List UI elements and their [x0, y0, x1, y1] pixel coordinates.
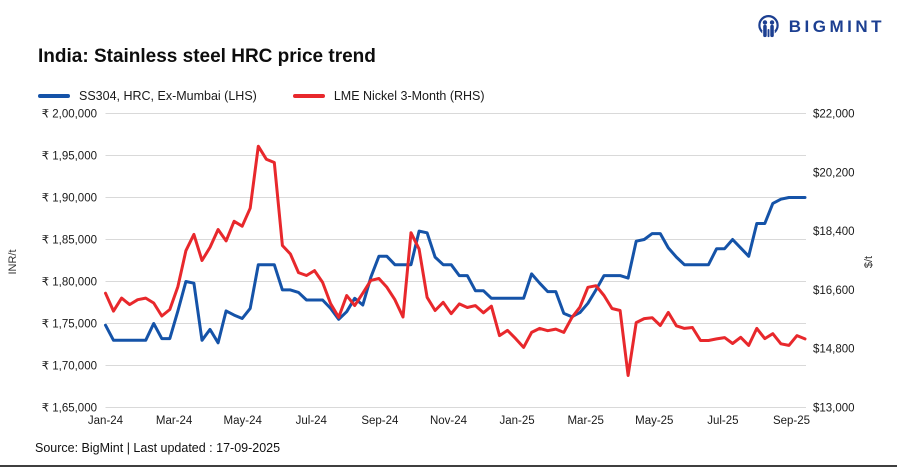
left-axis-tick: ₹ 1,70,000: [42, 361, 97, 373]
x-axis-tick: Jan-25: [500, 415, 535, 427]
legend-item-lme-nickel: LME Nickel 3-Month (RHS): [292, 89, 485, 103]
right-axis-tick: $22,000: [813, 109, 855, 121]
left-axis-tick: ₹ 1,85,000: [42, 235, 97, 247]
legend-label-lme-nickel: LME Nickel 3-Month (RHS): [333, 89, 485, 103]
legend-label-ss304: SS304, HRC, Ex-Mumbai (LHS): [79, 89, 257, 103]
legend-swatch-ss304: [38, 94, 70, 98]
right-axis-tick: $18,400: [813, 226, 855, 238]
series-line-lme-nickel: [104, 144, 807, 377]
series-line-ss304: [104, 196, 807, 345]
bigmint-logo: BIGMINT: [755, 13, 885, 40]
bottom-divider: [0, 465, 897, 467]
x-axis-tick: Sep-25: [773, 415, 810, 427]
x-axis-tick: Jan-24: [88, 415, 124, 427]
chart-title: India: Stainless steel HRC price trend: [38, 46, 376, 67]
left-axis-tick: ₹ 1,95,000: [42, 151, 97, 163]
left-axis-tick: ₹ 1,90,000: [42, 193, 97, 205]
x-axis-tick: Mar-24: [156, 415, 193, 427]
legend-item-ss304: SS304, HRC, Ex-Mumbai (LHS): [38, 89, 257, 103]
source-note: Source: BigMint | Last updated : 17-09-2…: [35, 441, 281, 455]
right-axis-title: $/t: [863, 256, 875, 268]
x-axis-tick: May-24: [224, 415, 263, 427]
chart-legend: SS304, HRC, Ex-Mumbai (LHS) LME Nickel 3…: [38, 89, 485, 103]
x-axis-tick: Jul-25: [707, 415, 738, 427]
left-axis-tick: ₹ 1,75,000: [42, 319, 97, 331]
legend-swatch-lme-nickel: [292, 94, 325, 98]
left-axis-tick: ₹ 2,00,000: [42, 109, 97, 121]
right-axis-tick: $16,600: [813, 285, 855, 297]
bigmint-logo-text: BIGMINT: [788, 16, 885, 36]
x-axis-tick: Nov-24: [430, 415, 468, 427]
x-axis-tick: Sep-24: [361, 415, 399, 427]
bigmint-logo-icon: [758, 15, 779, 39]
right-axis-tick: $14,800: [813, 344, 855, 356]
left-axis-tick: ₹ 1,65,000: [42, 403, 97, 415]
right-axis-tick: $20,200: [813, 167, 855, 179]
x-axis-tick: Jul-24: [296, 415, 328, 427]
left-axis-title: INR/t: [7, 249, 19, 274]
left-axis-tick: ₹ 1,80,000: [42, 277, 97, 289]
x-axis-tick: Mar-25: [567, 415, 603, 427]
right-axis-tick: $13,000: [813, 403, 855, 415]
x-axis-tick: May-25: [635, 415, 673, 427]
